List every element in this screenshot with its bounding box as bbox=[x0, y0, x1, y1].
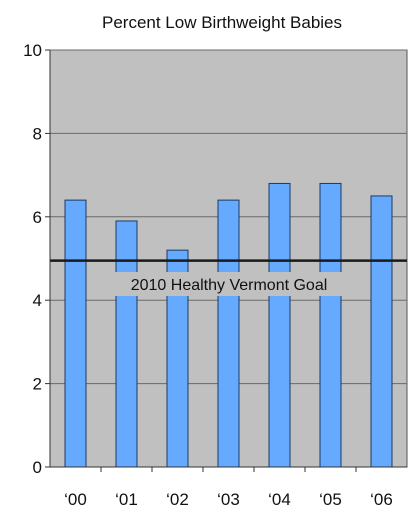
y-tick-label: 2 bbox=[33, 375, 42, 394]
x-axis-ticks: ‘00 ‘01 ‘02 ‘03 ‘04 ‘05 ‘06 bbox=[64, 467, 393, 509]
y-tick-label: 0 bbox=[33, 458, 42, 477]
y-tick-label: 6 bbox=[33, 208, 42, 227]
chart-title: Percent Low Birthweight Babies bbox=[102, 13, 342, 32]
bar bbox=[268, 182, 291, 468]
x-tick-label: ‘00 bbox=[64, 490, 87, 509]
x-tick-label: ‘04 bbox=[268, 490, 291, 509]
x-tick-label: ‘06 bbox=[370, 490, 393, 509]
y-tick-label: 10 bbox=[23, 41, 42, 60]
bar bbox=[115, 220, 138, 468]
x-tick-label: ‘05 bbox=[319, 490, 342, 509]
y-axis-ticks: 0 2 4 6 8 10 bbox=[23, 41, 50, 477]
bars bbox=[64, 182, 393, 468]
goal-label-background bbox=[108, 272, 350, 296]
bar bbox=[217, 199, 240, 468]
y-tick-label: 8 bbox=[33, 124, 42, 143]
x-tick-label: ‘02 bbox=[166, 490, 189, 509]
bar bbox=[319, 182, 342, 468]
x-tick-label: ‘03 bbox=[217, 490, 240, 509]
bar bbox=[64, 199, 87, 468]
goal-label: 2010 Healthy Vermont Goal bbox=[131, 277, 328, 294]
bar bbox=[370, 195, 393, 468]
y-tick-label: 4 bbox=[33, 291, 42, 310]
x-tick-label: ‘01 bbox=[115, 490, 138, 509]
